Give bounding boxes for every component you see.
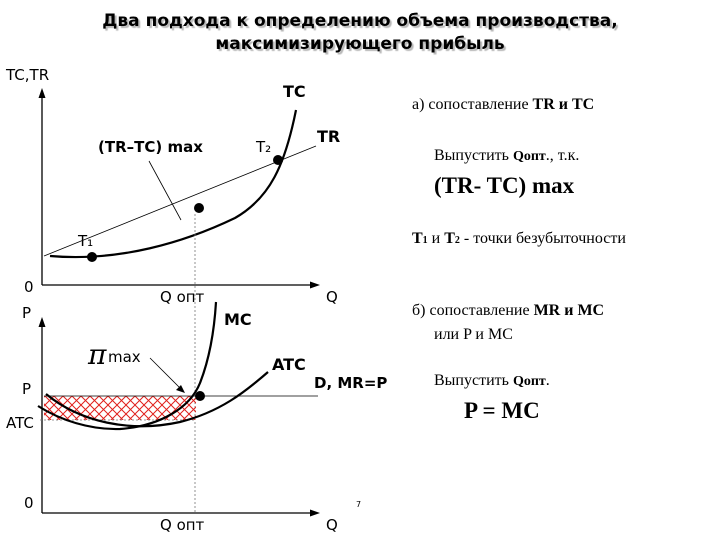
top-graph: TC,TR 0 Q Q опт TC TR (TR–TC) max T₁ T₂ xyxy=(5,66,340,306)
formula-p-equals-mc: P = MC xyxy=(464,398,540,423)
page-number: 7 xyxy=(356,500,362,509)
mc-curve xyxy=(37,301,218,431)
top-x-axis-arrow-icon xyxy=(310,281,320,289)
max-label: (TR–TC) max xyxy=(98,138,203,156)
bottom-atc-tick-label: ATC xyxy=(6,414,34,432)
top-y-axis-label: TC,TR xyxy=(5,66,49,84)
tc-label: TC xyxy=(283,82,306,101)
bottom-p-label: P xyxy=(22,380,31,398)
equilibrium-point xyxy=(195,391,205,401)
bottom-q-opt-label: Q опт xyxy=(160,516,205,534)
approach-a-heading: а) сопоставление TR и TC xyxy=(412,96,595,113)
t2-label: T₂ xyxy=(255,138,271,156)
tr-label: TR xyxy=(317,127,340,146)
profit-area xyxy=(44,396,196,420)
top-y-axis-arrow-icon xyxy=(38,88,46,98)
top-q-opt-label: Q опт xyxy=(160,288,205,306)
bottom-y-axis-label: P xyxy=(22,304,31,322)
formula-tr-tc-max: (TR- TC) max xyxy=(434,173,575,198)
atc-curve xyxy=(45,371,269,428)
title-line-1: Два подхода к определению объема произво… xyxy=(102,11,618,31)
atc-label: ATC xyxy=(272,355,306,374)
approach-b-line-2: или P и MC xyxy=(434,326,513,343)
bottom-y-axis-arrow-icon xyxy=(38,317,46,327)
top-x-axis-label: Q xyxy=(326,288,338,306)
release-qopt-line-1: Выпустить Qопт., т.к. xyxy=(434,147,580,164)
bottom-x-axis-label: Q xyxy=(326,516,338,534)
d-mr-p-label: D, MR=P xyxy=(314,374,387,392)
pi-pointer-arrow-icon xyxy=(176,385,185,393)
mc-label: MC xyxy=(224,310,252,329)
top-origin-label: 0 xyxy=(24,278,34,296)
breakeven-points-text: T1 и T2 - точки безубыточности xyxy=(412,230,626,247)
bottom-graph: P P ATC 0 Q Q опт MC ATC D, MR=P π max xyxy=(6,301,387,534)
tc-curve xyxy=(49,109,298,259)
t2-point xyxy=(273,155,283,165)
pi-pointer-line xyxy=(149,357,183,391)
bottom-origin-label: 0 xyxy=(24,494,34,512)
pi-symbol: π xyxy=(87,338,107,371)
t1-point xyxy=(87,252,97,262)
bottom-x-axis-arrow-icon xyxy=(310,509,320,517)
title-line-2: максимизирующего прибыль xyxy=(215,34,505,54)
approach-b-heading: б) сопоставление MR и MC xyxy=(412,302,605,319)
pi-max-label: max xyxy=(108,348,141,366)
slide-title: Два подхода к определению объема произво… xyxy=(0,10,720,56)
t1-label: T₁ xyxy=(77,232,93,250)
max-pointer-line xyxy=(148,160,182,221)
max-gap-point xyxy=(194,203,204,213)
tr-line xyxy=(43,145,317,257)
release-qopt-line-2: Выпустить Qопт. xyxy=(434,372,550,389)
